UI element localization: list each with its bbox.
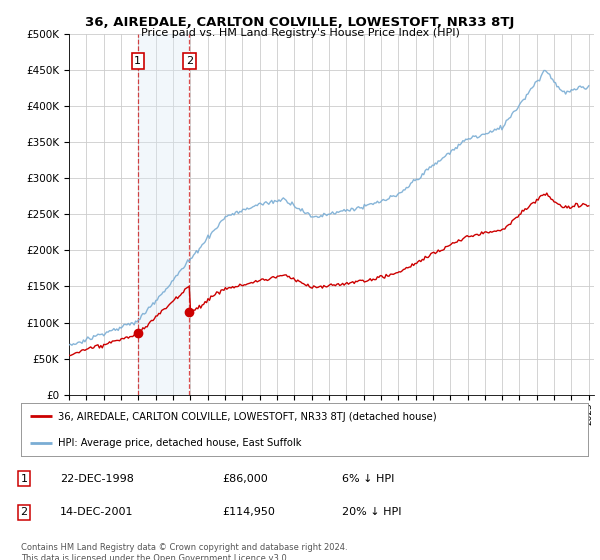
Text: £86,000: £86,000 [222, 474, 268, 484]
Bar [138, 34, 190, 395]
Text: 2: 2 [186, 56, 193, 66]
Text: Contains HM Land Registry data © Crown copyright and database right 2024.
This d: Contains HM Land Registry data © Crown c… [21, 543, 347, 560]
Text: HPI: Average price, detached house, East Suffolk: HPI: Average price, detached house, East… [58, 438, 301, 448]
Text: 20% ↓ HPI: 20% ↓ HPI [342, 507, 401, 517]
Text: 36, AIREDALE, CARLTON COLVILLE, LOWESTOFT, NR33 8TJ (detached house): 36, AIREDALE, CARLTON COLVILLE, LOWESTOF… [58, 412, 436, 422]
Text: 6% ↓ HPI: 6% ↓ HPI [342, 474, 394, 484]
Text: 14-DEC-2001: 14-DEC-2001 [60, 507, 133, 517]
Text: 1: 1 [134, 56, 141, 66]
Text: £114,950: £114,950 [222, 507, 275, 517]
Text: 36, AIREDALE, CARLTON COLVILLE, LOWESTOFT, NR33 8TJ: 36, AIREDALE, CARLTON COLVILLE, LOWESTOF… [85, 16, 515, 29]
Text: 1: 1 [20, 474, 28, 484]
Text: 22-DEC-1998: 22-DEC-1998 [60, 474, 134, 484]
Text: 2: 2 [20, 507, 28, 517]
Text: Price paid vs. HM Land Registry's House Price Index (HPI): Price paid vs. HM Land Registry's House … [140, 28, 460, 38]
